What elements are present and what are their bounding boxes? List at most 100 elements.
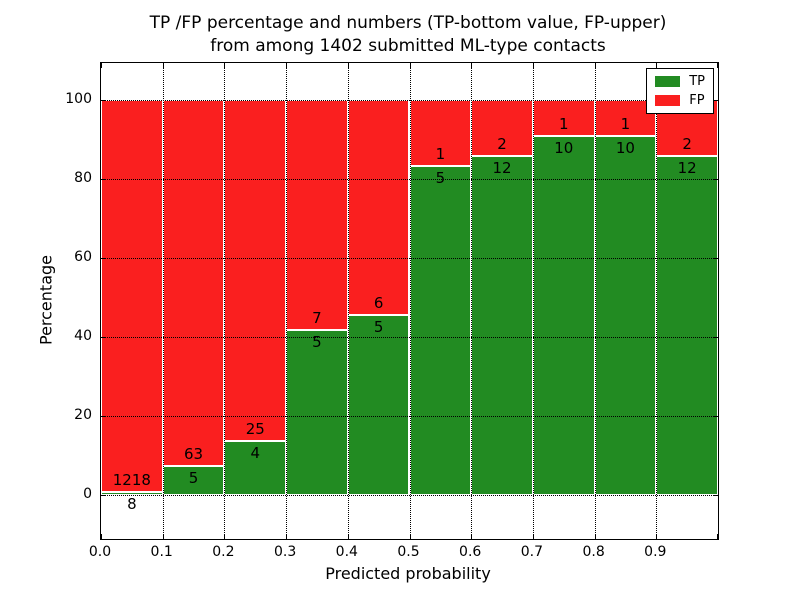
x-tickmark-bottom	[532, 534, 534, 539]
fp-bar-segment	[101, 100, 163, 493]
x-tickmark-top	[532, 63, 534, 68]
fp-bar-segment	[409, 100, 472, 166]
v-gridline	[594, 63, 596, 539]
tp-count-label: 12	[677, 159, 697, 178]
x-tick-label: 0.1	[150, 544, 173, 560]
y-tickmark-right	[713, 416, 718, 417]
tp-count-label: 10	[615, 138, 635, 157]
x-tickmark-bottom	[162, 534, 164, 539]
x-tick-label: 0.7	[520, 544, 544, 560]
x-tickmark-top	[594, 63, 596, 68]
fp-count-label: 2	[497, 135, 507, 154]
y-tickmark-left	[101, 100, 106, 101]
tp-count-label: 4	[250, 443, 261, 462]
fp-bar-segment	[347, 100, 410, 316]
fp-count-label: 7	[312, 309, 322, 328]
tp-bar-segment	[656, 156, 718, 495]
x-tickmark-top	[286, 63, 288, 68]
tp-count-label: 5	[312, 333, 322, 352]
x-tickmark-top	[656, 63, 658, 68]
x-tickmark-top	[717, 63, 718, 68]
v-gridline	[409, 63, 411, 539]
tp-count-label: 5	[188, 468, 199, 487]
y-tick-label: 60	[74, 249, 92, 265]
x-tickmark-bottom	[286, 534, 288, 539]
fp-count-label: 1	[435, 144, 446, 163]
x-tickmark-bottom	[347, 534, 349, 539]
tp-count-label: 5	[435, 168, 446, 187]
v-gridline	[656, 63, 658, 539]
x-tickmark-top	[471, 63, 473, 68]
tp-bar-segment	[347, 315, 410, 495]
x-tickmark-bottom	[409, 534, 411, 539]
y-tickmark-right	[713, 258, 718, 259]
fp-count-label: 25	[245, 419, 265, 438]
x-tick-label: 0.3	[273, 544, 297, 560]
tp-bar-segment	[409, 165, 472, 495]
plot-area: 1218 8 63 5 25 4 7 5 6 5 1 5 2 12 1 10 1 10 2 12 TP FP	[100, 62, 719, 540]
x-tickmark-top	[409, 63, 411, 68]
fp-count-label: 1	[558, 114, 569, 133]
x-tick-label: 0.2	[212, 544, 235, 560]
tp-legend-swatch	[655, 76, 681, 87]
x-tickmark-bottom	[594, 534, 596, 539]
y-tickmark-left	[101, 337, 106, 338]
fp-count-label: 6	[373, 294, 384, 313]
chart-title: TP /FP percentage and numbers (TP-bottom…	[150, 12, 667, 58]
fp-count-label: 2	[682, 135, 692, 154]
v-gridline	[471, 63, 473, 539]
fp-bar-segment	[286, 100, 348, 331]
legend-entry-fp: FP	[655, 94, 705, 107]
x-tick-label: 0.8	[582, 544, 605, 560]
fp-count-label: 1	[620, 114, 631, 133]
x-tick-label: 0.9	[644, 544, 667, 560]
tp-bar-segment	[224, 440, 287, 495]
x-tickmark-top	[101, 63, 102, 68]
y-tickmark-right	[713, 179, 718, 180]
fp-count-label: 1218	[112, 471, 151, 490]
fp-legend-label: FP	[689, 93, 705, 108]
y-tickmark-right	[713, 495, 718, 496]
x-tick-label: 0.0	[88, 544, 112, 560]
fp-bar-segment	[162, 100, 225, 466]
tp-count-label: 12	[492, 159, 512, 178]
tp-legend-label: TP	[689, 74, 705, 89]
y-tickmark-left	[101, 416, 106, 417]
y-tickmark-left	[101, 179, 106, 180]
v-gridline	[532, 63, 534, 539]
x-tickmark-top	[224, 63, 226, 68]
chart-title-line1: TP /FP percentage and numbers (TP-bottom…	[149, 13, 667, 33]
y-tick-label: 100	[65, 91, 92, 107]
legend: TP FP	[646, 68, 714, 114]
y-tickmark-left	[101, 495, 106, 496]
y-tickmark-right	[713, 337, 718, 338]
v-gridline	[224, 63, 226, 539]
tp-count-label: 5	[373, 318, 384, 337]
x-tick-label: 0.6	[459, 544, 482, 560]
tp-bar-segment	[471, 156, 533, 495]
y-tickmark-right	[713, 100, 718, 101]
chart-title-line2: from among 1402 submitted ML-type contac…	[210, 36, 606, 56]
x-tickmark-bottom	[101, 534, 102, 539]
y-tick-label: 80	[74, 170, 92, 186]
fp-bar-segment	[471, 100, 533, 157]
y-tick-label: 0	[83, 486, 92, 502]
fp-count-label: 63	[184, 444, 204, 463]
tp-bar-segment	[286, 330, 348, 495]
x-tickmark-bottom	[717, 534, 718, 539]
x-tickmark-bottom	[656, 534, 658, 539]
x-tickmark-bottom	[471, 534, 473, 539]
y-tick-label: 40	[74, 328, 92, 344]
v-gridline	[286, 63, 288, 539]
x-tickmark-top	[162, 63, 164, 68]
tp-bar-segment	[594, 135, 657, 495]
x-axis-label: Predicted probability	[325, 564, 491, 583]
fp-bar-segment	[224, 100, 287, 441]
x-tickmark-top	[347, 63, 349, 68]
y-tickmark-left	[101, 258, 106, 259]
x-tick-label: 0.5	[397, 544, 420, 560]
fp-legend-swatch	[655, 95, 681, 106]
v-gridline	[162, 63, 164, 539]
tp-bar-segment	[101, 492, 163, 495]
